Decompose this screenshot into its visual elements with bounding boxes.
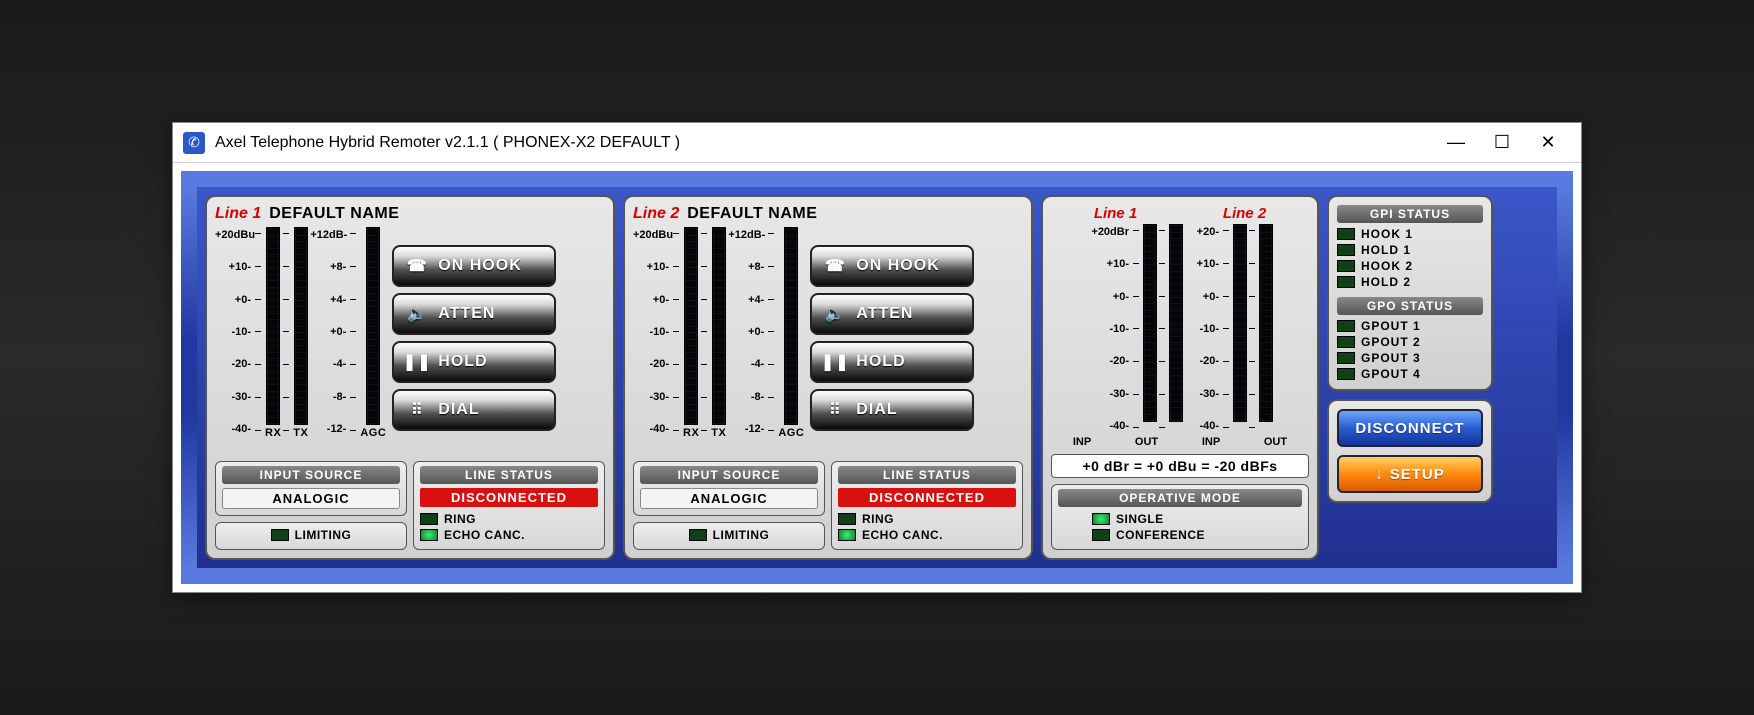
line1-label: Line 1 bbox=[215, 205, 261, 223]
opmode-conf-led bbox=[1092, 529, 1110, 541]
levels-l2-inp-meter bbox=[1233, 224, 1247, 422]
line2-status-value: DISCONNECTED bbox=[838, 488, 1016, 507]
minimize-button[interactable]: — bbox=[1433, 132, 1479, 153]
gpo-led-3 bbox=[1337, 352, 1355, 364]
close-button[interactable]: ✕ bbox=[1525, 132, 1571, 153]
levels-l1-out-meter bbox=[1169, 224, 1183, 422]
gpo-led-2 bbox=[1337, 336, 1355, 348]
phone-icon: ☎ bbox=[824, 256, 846, 276]
gpi-led-1 bbox=[1337, 228, 1355, 240]
line1-agc-meter bbox=[366, 227, 380, 425]
phone-icon: ☎ bbox=[406, 256, 428, 276]
gpi-led-2 bbox=[1337, 244, 1355, 256]
line1-limiting-box: LIMITING bbox=[215, 522, 407, 550]
window-title: Axel Telephone Hybrid Remoter v2.1.1 ( P… bbox=[215, 134, 1433, 152]
line1-ring-led bbox=[420, 513, 438, 525]
keypad-icon: ⠿ bbox=[824, 400, 846, 420]
line2-status-box: LINE STATUS DISCONNECTED RING ECHO CANC. bbox=[831, 461, 1023, 550]
line2-panel: Line 2 DEFAULT NAME +20dBu+10-+0--10--20… bbox=[623, 195, 1033, 560]
line1-tx-meter bbox=[294, 227, 308, 425]
gpi-led-4 bbox=[1337, 276, 1355, 288]
gpi-panel: GPI STATUS HOOK 1 HOLD 1 HOOK 2 HOLD 2 G… bbox=[1327, 195, 1493, 391]
keypad-icon: ⠿ bbox=[406, 400, 428, 420]
line2-label: Line 2 bbox=[633, 205, 679, 223]
setup-button[interactable]: ↓SETUP bbox=[1337, 455, 1483, 493]
levels-ref-text: +0 dBr = +0 dBu = -20 dBFs bbox=[1051, 454, 1309, 478]
line2-tx-meter bbox=[712, 227, 726, 425]
speaker-icon: 🔈 bbox=[824, 304, 846, 324]
gpo-led-4 bbox=[1337, 368, 1355, 380]
down-arrow-icon: ↓ bbox=[1375, 466, 1384, 483]
line1-input-source-box: INPUT SOURCE ANALOGIC bbox=[215, 461, 407, 516]
line1-hold-button[interactable]: ❚❚HOLD bbox=[392, 341, 556, 383]
app-window: ✆ Axel Telephone Hybrid Remoter v2.1.1 (… bbox=[172, 122, 1582, 593]
line1-agc-scale: +12dB-+8-+4-+0--4--8--12- bbox=[310, 227, 348, 437]
line2-dial-button[interactable]: ⠿DIAL bbox=[810, 389, 974, 431]
line2-echo-led bbox=[838, 529, 856, 541]
line1-status-box: LINE STATUS DISCONNECTED RING ECHO CANC. bbox=[413, 461, 605, 550]
line1-atten-button[interactable]: 🔈ATTEN bbox=[392, 293, 556, 335]
actions-panel: DISCONNECT ↓SETUP bbox=[1327, 399, 1493, 503]
opmode-single-led bbox=[1092, 513, 1110, 525]
line2-hold-button[interactable]: ❚❚HOLD bbox=[810, 341, 974, 383]
line1-input-source-value: ANALOGIC bbox=[222, 488, 400, 509]
operative-mode-box: OPERATIVE MODE SINGLE CONFERENCE bbox=[1051, 484, 1309, 550]
pause-icon: ❚❚ bbox=[406, 352, 428, 372]
levels-line1-label: Line 1 bbox=[1094, 205, 1137, 222]
line1-status-value: DISCONNECTED bbox=[420, 488, 598, 507]
line2-name: DEFAULT NAME bbox=[687, 205, 817, 223]
line2-input-source-box: INPUT SOURCE ANALOGIC bbox=[633, 461, 825, 516]
line1-panel: Line 1 DEFAULT NAME +20dBu+10-+0--10--20… bbox=[205, 195, 615, 560]
speaker-icon: 🔈 bbox=[406, 304, 428, 324]
line1-rx-meter bbox=[266, 227, 280, 425]
disconnect-button[interactable]: DISCONNECT bbox=[1337, 409, 1483, 447]
levels-l1-inp-meter bbox=[1143, 224, 1157, 422]
app-icon: ✆ bbox=[183, 132, 205, 154]
levels-line2-label: Line 2 bbox=[1223, 205, 1266, 222]
line1-echo-led bbox=[420, 529, 438, 541]
line1-hook-button[interactable]: ☎ON HOOK bbox=[392, 245, 556, 287]
gpo-led-1 bbox=[1337, 320, 1355, 332]
line2-agc-meter bbox=[784, 227, 798, 425]
line1-dial-button[interactable]: ⠿DIAL bbox=[392, 389, 556, 431]
maximize-button[interactable]: ☐ bbox=[1479, 132, 1525, 153]
line1-limiting-led bbox=[271, 529, 289, 541]
line2-atten-button[interactable]: 🔈ATTEN bbox=[810, 293, 974, 335]
app-frame: Line 1 DEFAULT NAME +20dBu+10-+0--10--20… bbox=[181, 171, 1573, 584]
gpi-led-3 bbox=[1337, 260, 1355, 272]
line1-rxtx-scale: +20dBu+10-+0--10--20--30--40- bbox=[215, 227, 253, 437]
line2-limiting-box: LIMITING bbox=[633, 522, 825, 550]
titlebar[interactable]: ✆ Axel Telephone Hybrid Remoter v2.1.1 (… bbox=[173, 123, 1581, 163]
line2-limiting-led bbox=[689, 529, 707, 541]
pause-icon: ❚❚ bbox=[824, 352, 846, 372]
line2-rx-meter bbox=[684, 227, 698, 425]
levels-l2-out-meter bbox=[1259, 224, 1273, 422]
levels-panel: Line 1 Line 2 +20dBr+10-+0--10--20--30--… bbox=[1041, 195, 1319, 560]
line2-ring-led bbox=[838, 513, 856, 525]
line2-hook-button[interactable]: ☎ON HOOK bbox=[810, 245, 974, 287]
line2-input-source-value: ANALOGIC bbox=[640, 488, 818, 509]
line1-name: DEFAULT NAME bbox=[269, 205, 399, 223]
